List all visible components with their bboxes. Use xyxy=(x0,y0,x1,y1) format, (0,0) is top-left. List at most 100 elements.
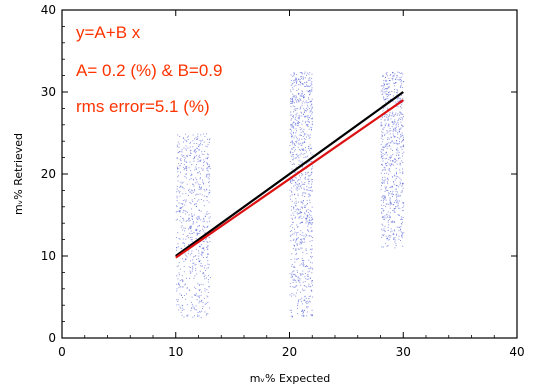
scatter-point xyxy=(201,194,203,196)
scatter-point xyxy=(199,246,201,248)
scatter-point xyxy=(384,120,386,122)
scatter-point xyxy=(399,141,400,143)
scatter-point xyxy=(308,180,309,182)
scatter-point xyxy=(293,81,295,83)
scatter-point xyxy=(384,124,386,126)
scatter-point xyxy=(385,72,387,74)
scatter-point xyxy=(305,249,307,251)
scatter-point xyxy=(389,128,391,130)
scatter-point xyxy=(393,238,395,240)
scatter-point xyxy=(294,102,295,104)
scatter-point xyxy=(181,149,183,151)
scatter-point xyxy=(401,72,403,74)
scatter-point xyxy=(306,278,308,280)
scatter-point xyxy=(397,71,399,73)
scatter-point xyxy=(207,292,209,293)
scatter-point xyxy=(206,189,208,191)
scatter-point xyxy=(290,74,292,76)
scatter-point xyxy=(397,202,399,204)
scatter-point xyxy=(293,244,295,246)
scatter-point xyxy=(383,80,385,81)
y-tick-label-1: 10 xyxy=(41,249,56,263)
scatter-point xyxy=(298,142,300,144)
scatter-point xyxy=(181,154,183,156)
scatter-point xyxy=(202,165,204,166)
scatter-point xyxy=(384,133,386,135)
scatter-point xyxy=(188,194,189,196)
scatter-point xyxy=(298,101,300,103)
scatter-point xyxy=(382,164,384,166)
scatter-point xyxy=(199,230,201,232)
scatter-point xyxy=(291,191,293,193)
scatter-point xyxy=(300,185,302,187)
scatter-point xyxy=(401,113,403,115)
scatter-point xyxy=(399,131,400,132)
scatter-point xyxy=(400,85,402,87)
scatter-point xyxy=(388,168,390,169)
scatter-point xyxy=(291,114,293,116)
scatter-point xyxy=(175,219,177,221)
scatter-point xyxy=(295,254,297,255)
scatter-point xyxy=(303,311,304,313)
scatter-point xyxy=(398,72,400,74)
scatter-point xyxy=(398,154,400,156)
scatter-point xyxy=(399,194,401,196)
scatter-point xyxy=(192,140,194,142)
scatter-point xyxy=(305,236,307,238)
scatter-point xyxy=(401,124,402,126)
scatter-point xyxy=(198,156,200,158)
scatter-point xyxy=(395,102,397,104)
scatter-point xyxy=(297,279,299,281)
scatter-point xyxy=(204,161,206,163)
scatter-point xyxy=(292,221,294,223)
scatter-point xyxy=(398,97,399,98)
scatter-point xyxy=(302,281,304,283)
scatter-point xyxy=(299,233,301,235)
scatter-point xyxy=(301,212,302,213)
scatter-point xyxy=(302,273,304,275)
scatter-point xyxy=(306,84,307,86)
scatter-point xyxy=(301,263,303,265)
scatter-point xyxy=(183,169,185,171)
scatter-point xyxy=(311,98,313,100)
scatter-point xyxy=(397,131,399,133)
scatter-point xyxy=(302,238,304,240)
scatter-point xyxy=(181,229,183,231)
scatter-point xyxy=(381,124,383,126)
scatter-point xyxy=(310,110,312,112)
scatter-point xyxy=(298,179,299,181)
scatter-point xyxy=(392,220,394,222)
scatter-point xyxy=(188,228,189,230)
scatter-point xyxy=(179,284,181,286)
scatter-point xyxy=(190,271,192,273)
scatter-point xyxy=(396,233,398,235)
scatter-point xyxy=(202,302,204,304)
scatter-point xyxy=(203,257,204,258)
scatter-point xyxy=(194,157,196,159)
scatter-point xyxy=(186,293,187,295)
scatter-point xyxy=(384,242,386,244)
scatter-point xyxy=(393,194,395,196)
scatter-point xyxy=(290,234,292,236)
scatter-point xyxy=(208,286,210,288)
scatter-point xyxy=(395,92,397,93)
scatter-point xyxy=(303,77,304,79)
scatter-point xyxy=(304,71,306,73)
scatter-point xyxy=(177,167,178,169)
scatter-point xyxy=(198,154,200,156)
scatter-point xyxy=(396,123,397,125)
scatter-point xyxy=(182,206,184,208)
scatter-point xyxy=(189,146,191,148)
scatter-point xyxy=(302,78,304,80)
scatter-point xyxy=(311,84,313,86)
scatter-point xyxy=(187,135,189,137)
scatter-point xyxy=(181,314,183,316)
scatter-point xyxy=(381,90,383,92)
scatter-point xyxy=(294,117,296,119)
scatter-point xyxy=(310,129,312,131)
scatter-point xyxy=(206,162,208,164)
scatter-point xyxy=(311,168,313,170)
scatter-point xyxy=(302,93,304,95)
scatter-point xyxy=(394,114,396,115)
scatter-point xyxy=(311,206,313,208)
